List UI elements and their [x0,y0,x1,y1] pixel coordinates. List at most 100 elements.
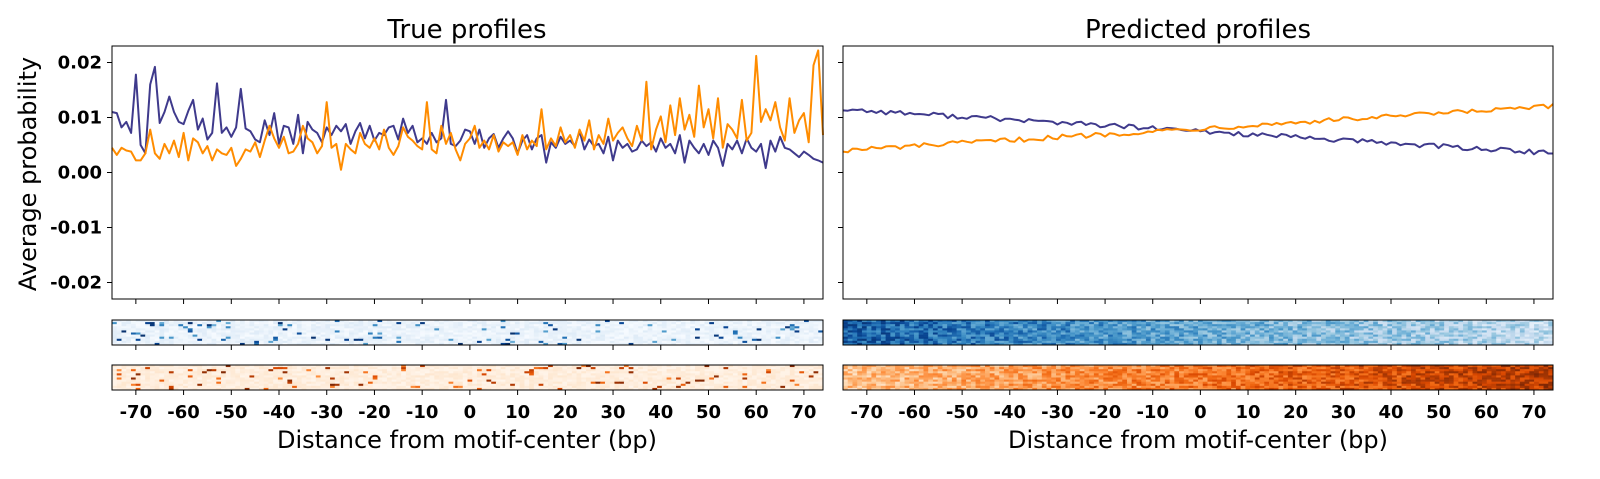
predicted-strand-1-cell [980,328,986,331]
true-strand-1-cell [216,322,222,325]
true-strand-2-cell [339,377,345,380]
true-strand-2-cell [666,379,672,382]
predicted-strand-1-cell [1231,326,1237,329]
true-strand-1-cell [652,330,658,333]
true-strand-2-cell [235,373,241,376]
true-strand-1-cell [415,320,421,323]
true-strand-1-cell [661,340,667,344]
true-strand-2-cell [718,379,724,382]
true-strand-1-cell [638,342,644,346]
predicted-strand-1-cell [1273,322,1279,325]
predicted-strand-1-cell [1292,324,1298,327]
true-strand-2-cell [130,385,137,389]
true-strand-2-cell [491,385,497,389]
true-strand-2-cell [638,371,644,374]
predicted-strand-1-cell [1467,332,1473,335]
true-strand-2-cell [311,371,317,374]
true-strand-1-cell [401,324,407,327]
true-strand-1-cell [804,328,810,331]
predicted-strand-1-cell [1098,334,1104,337]
predicted-strand-1-cell [1037,320,1043,323]
true-strand-2-cell [410,369,416,372]
predicted-strand-1-cell [1141,336,1147,340]
true-strand-1-cell [666,332,672,335]
true-strand-2-cell [254,381,260,385]
true-strand-1-cell [567,328,573,331]
true-strand-1-cell [685,342,691,346]
true-strand-2-cell [695,365,701,368]
true-strand-1-cell [628,320,634,323]
predicted-strand-1-cell [1297,320,1303,323]
true-strand-1-cell [202,332,208,335]
true-strand-2-cell [287,385,293,389]
predicted-strand-1-cell [1008,322,1014,325]
true-strand-1-cell [628,338,634,342]
predicted-strand-1-cell [989,338,995,342]
predicted-strand-1-cell [1041,322,1047,325]
predicted-strand-1-cell [1297,328,1303,331]
predicted-strand-1-cell [1250,322,1256,325]
predicted-strand-1-cell [1548,322,1554,325]
predicted-strand-1-cell [895,322,901,325]
predicted-strand-1-cell [932,336,939,340]
true-strand-2-cell [652,375,658,378]
predicted-strand-1-cell [1429,334,1436,337]
true-strand-1-cell [192,324,198,327]
true-strand-1-cell [372,340,378,344]
true-strand-2-cell [372,369,378,372]
predicted-strand-1-cell [956,322,962,325]
true-strand-2-cell [168,375,175,378]
true-strand-1-cell [164,328,170,331]
true-strand-2-cell [429,379,435,382]
true-strand-2-cell [320,367,326,370]
true-strand-2-cell [709,373,715,376]
true-strand-2-cell [164,367,170,370]
true-strand-2-cell [192,367,198,370]
predicted-strand-1-cell [1108,328,1114,331]
true-strand-2-cell [367,365,374,368]
true-strand-2-cell [211,367,217,370]
true-strand-2-cell [467,365,473,368]
true-strand-1-cell [481,326,487,329]
true-strand-2-cell [164,375,170,378]
predicted-strand-1-cell [966,320,972,323]
true-strand-2-cell [159,369,165,372]
true-strand-1-cell [642,328,649,331]
predicted-strand-1-cell [1543,328,1549,331]
true-strand-1-cell [197,342,203,346]
true-strand-1-cell [581,334,587,337]
true-strand-1-cell [462,322,468,325]
predicted-strand-1-cell [1240,336,1246,340]
predicted-strand-1-cell [956,330,962,333]
true-strand-1-cell [562,322,568,325]
true-strand-2-cell [571,387,577,391]
true-strand-1-cell [657,338,663,342]
true-strand-1-cell [206,326,212,329]
true-strand-2-cell [491,381,497,385]
true-strand-2-cell [249,369,255,372]
predicted-strand-1-cell [1127,336,1133,340]
true-strand-2-cell [135,381,141,385]
predicted-strand-1-cell [1231,332,1237,335]
true-strand-2-cell [476,365,483,368]
true-strand-1-cell [770,334,776,337]
true-strand-1-cell [211,322,217,325]
true-strand-1-cell [239,338,246,342]
predicted-strand-1-cell [1510,320,1516,323]
true-strand-1-cell [586,334,592,337]
true-strand-2-cell [140,375,146,378]
true-strand-2-cell [571,379,577,382]
predicted-strand-1-cell [1283,326,1289,329]
predicted-strand-1-cell [1037,326,1043,329]
true-strand-2-cell [604,387,611,391]
true-strand-1-cell [216,342,222,346]
predicted-strand-1-cell [1486,336,1492,340]
predicted-strand-1-cell [1193,336,1199,340]
true-strand-2-cell [747,371,753,374]
true-strand-2-cell [112,375,118,378]
true-strand-1-cell [311,340,317,344]
true-strand-2-cell [211,387,217,391]
true-strand-2-cell [135,383,141,387]
true-strand-2-cell [500,385,506,389]
predicted-strand-1-cell [1302,322,1308,325]
